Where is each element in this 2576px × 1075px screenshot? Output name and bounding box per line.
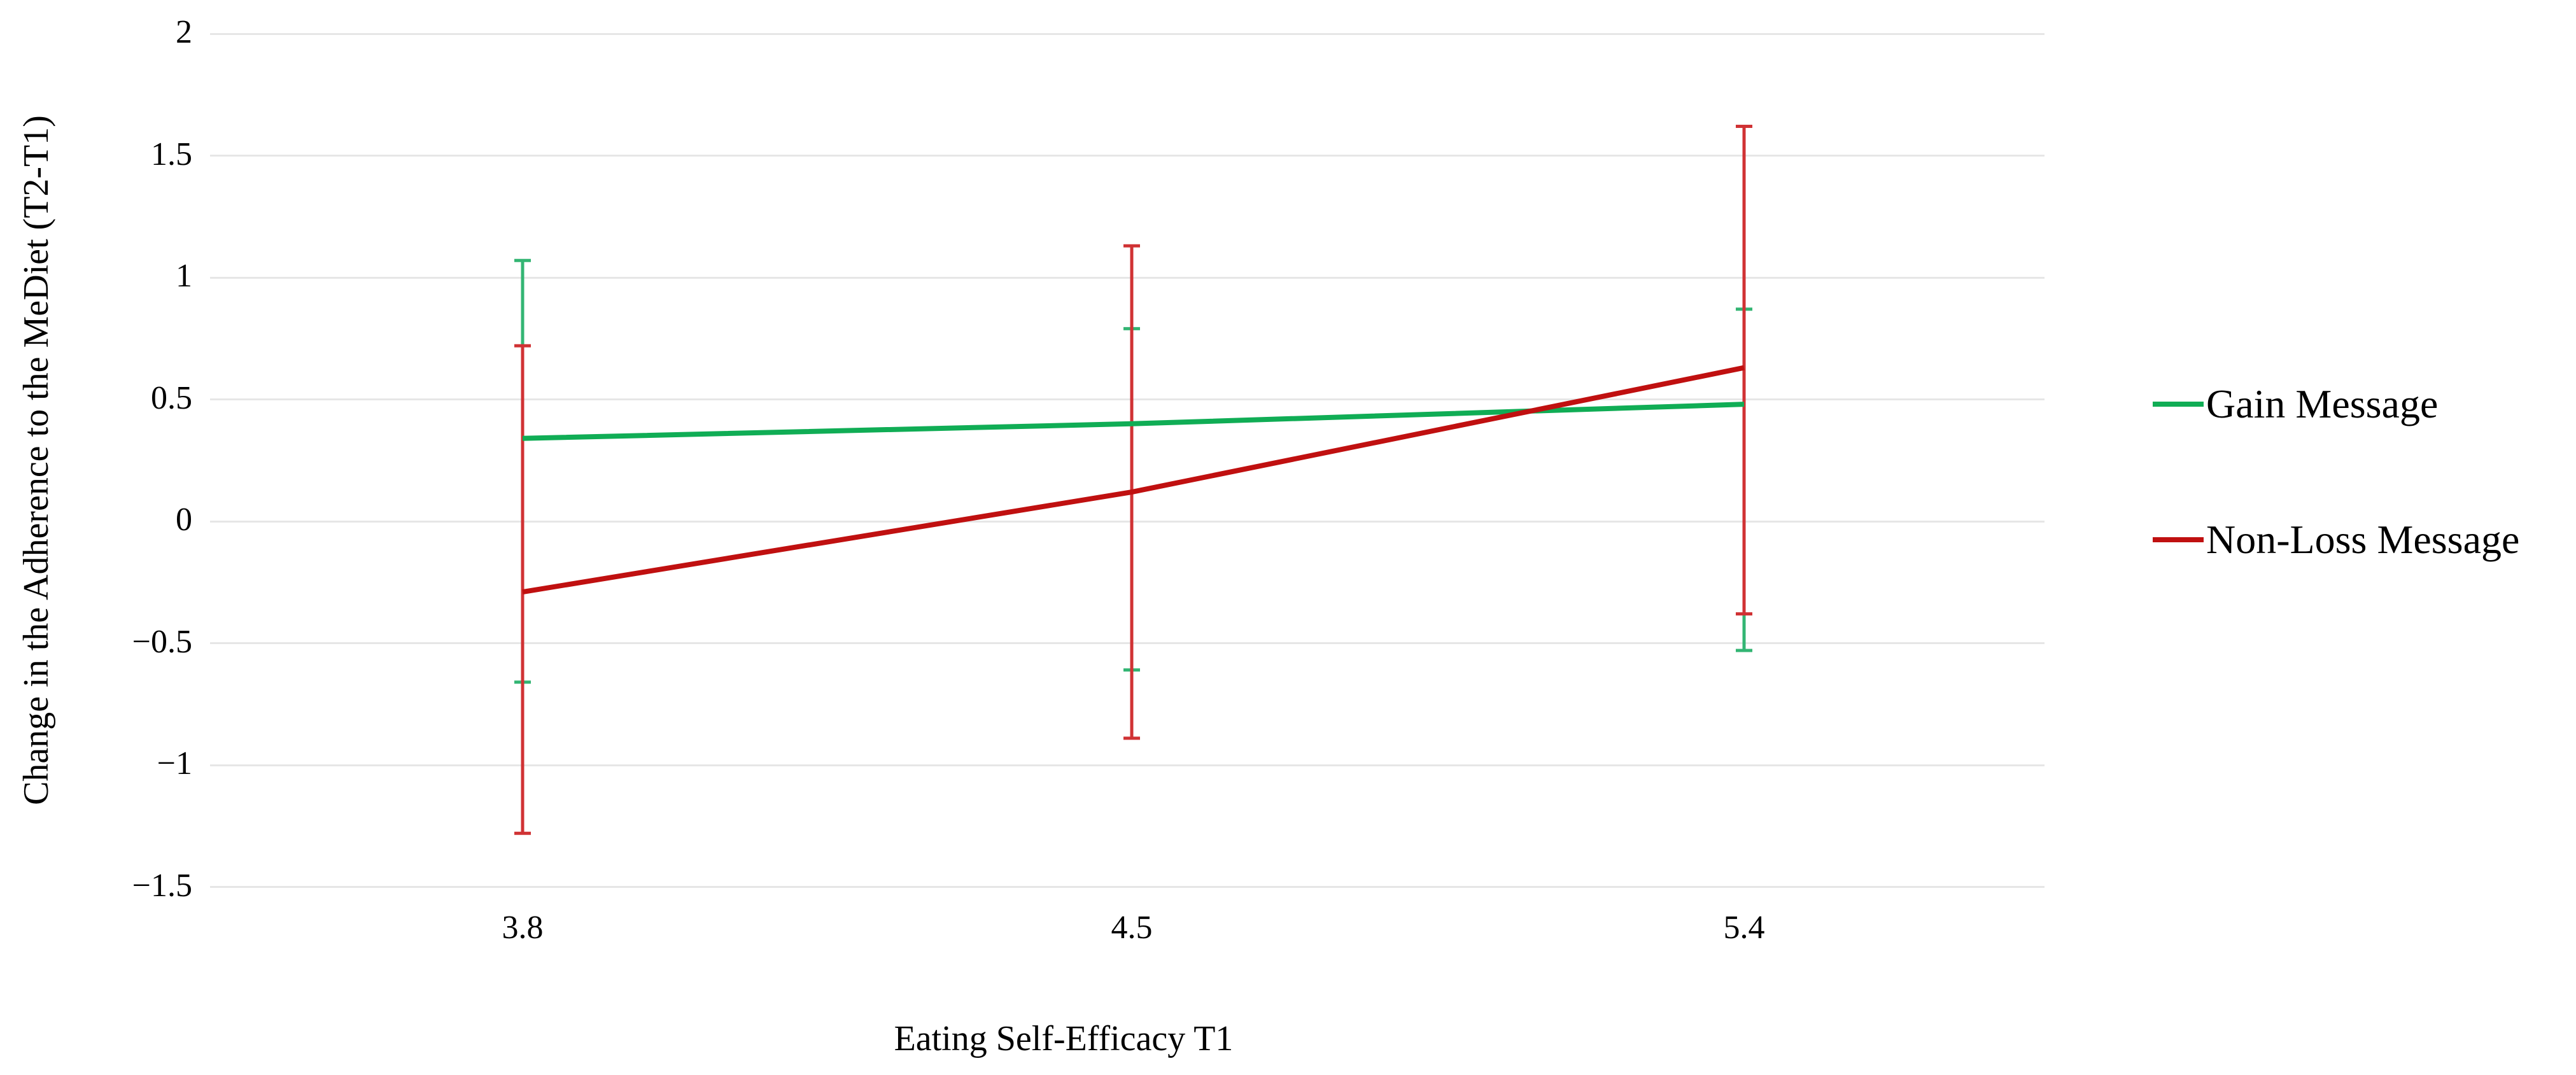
- y-tick-label: 0.5: [151, 379, 192, 416]
- legend-label: Gain Message: [2206, 381, 2439, 426]
- x-axis-title: Eating Self-Efficacy T1: [894, 1019, 1234, 1058]
- y-tick-label: 0: [176, 501, 192, 538]
- gridline: [210, 32, 2045, 35]
- series-line-non-loss-message: [522, 365, 1745, 595]
- gridline: [210, 886, 2045, 888]
- y-tick-label: −1.5: [132, 867, 192, 904]
- y-tick-label: −0.5: [132, 623, 192, 660]
- y-tick-label: 2: [176, 13, 192, 50]
- y-tick-label: 1.5: [151, 136, 192, 172]
- gridline: [210, 155, 2045, 157]
- y-tick-label: −1: [157, 745, 192, 782]
- gridline: [210, 520, 2045, 523]
- legend-line-swatch: [2153, 402, 2204, 407]
- legend-line-swatch: [2153, 537, 2204, 542]
- gridline: [210, 276, 2045, 279]
- x-tick-label: 3.8: [502, 910, 544, 946]
- legend-item: Non-Loss Message: [2153, 519, 2519, 560]
- legend-label: Non-Loss Message: [2206, 517, 2520, 562]
- gridline: [210, 398, 2045, 400]
- legend-item: Gain Message: [2153, 384, 2438, 425]
- x-tick-label: 5.4: [1723, 910, 1765, 946]
- gridline: [210, 764, 2045, 766]
- gridline: [210, 642, 2045, 644]
- x-tick-label: 4.5: [1111, 910, 1153, 946]
- y-tick-label: 1: [176, 257, 192, 294]
